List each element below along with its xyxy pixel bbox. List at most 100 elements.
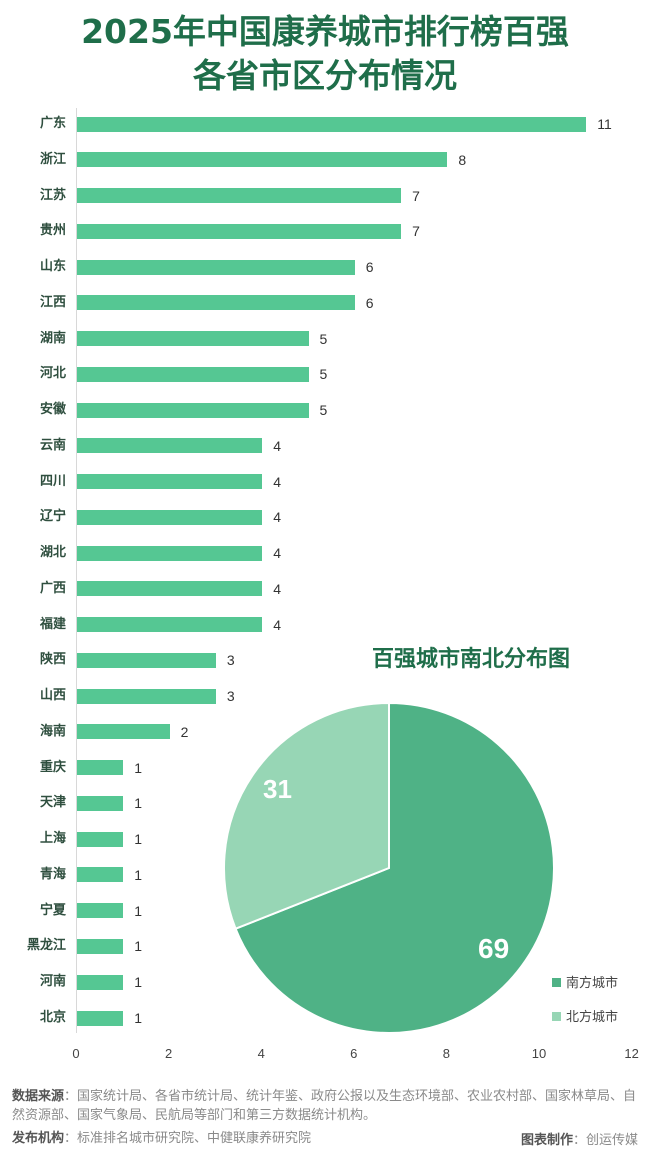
category-label: 贵州 — [39, 223, 66, 239]
bar — [77, 867, 124, 883]
category-label: 河南 — [39, 974, 66, 990]
bar-value-label: 4 — [273, 437, 281, 454]
pie-slice-south — [234, 701, 555, 1034]
legend-swatch-north — [552, 1012, 561, 1021]
bar — [77, 652, 216, 668]
bar — [77, 259, 355, 275]
legend-label-south: 南方城市 — [566, 976, 619, 991]
bar — [77, 152, 448, 168]
credit-label: 图表制作 — [520, 1133, 573, 1148]
x-tick-label: 10 — [531, 1046, 547, 1061]
pie-title: 百强城市南北分布图 — [372, 647, 571, 672]
legend-item-south: 南方城市 — [552, 972, 618, 991]
bar-value-label: 7 — [412, 223, 420, 240]
legend-swatch-south — [552, 978, 561, 987]
bar — [77, 831, 124, 847]
category-label: 云南 — [39, 437, 66, 453]
publisher-text: ：标准排名城市研究院、中健联康养研究院 — [64, 1131, 312, 1146]
category-label: 河北 — [39, 366, 66, 382]
category-label: 湖北 — [39, 545, 66, 561]
data-source-note: 数据来源：国家统计局、各省市统计局、统计年鉴、政府公报以及生态环境部、农业农村部… — [12, 1087, 642, 1125]
x-tick-label: 4 — [257, 1046, 265, 1061]
bar — [77, 331, 309, 347]
x-tick-label: 8 — [442, 1046, 450, 1061]
chart-credit: 图表制作：创运传媒 — [521, 1129, 638, 1148]
category-label: 安徽 — [39, 402, 66, 418]
bar — [77, 974, 124, 990]
bar-value-label: 8 — [458, 151, 467, 168]
publisher-label: 发布机构 — [12, 1131, 65, 1146]
bar-value-label: 4 — [273, 580, 281, 597]
bar-value-label: 1 — [134, 902, 143, 919]
bar — [77, 938, 124, 954]
publisher-note: 发布机构：标准排名城市研究院、中健联康养研究院 — [12, 1129, 311, 1148]
category-label: 重庆 — [39, 759, 66, 775]
bar — [77, 903, 124, 919]
category-label: 宁夏 — [39, 902, 66, 918]
bar — [77, 223, 402, 239]
bar-value-label: 1 — [134, 831, 143, 848]
pie-label-south: 69 — [478, 933, 509, 964]
bar-value-label: 4 — [273, 545, 281, 562]
category-label: 江西 — [39, 294, 66, 310]
category-label: 浙江 — [39, 151, 66, 167]
category-label: 上海 — [39, 831, 66, 847]
credit-text: ：创运传媒 — [572, 1133, 638, 1148]
bar-value-label: 4 — [273, 616, 281, 633]
x-tick-label: 2 — [164, 1046, 173, 1061]
bar — [77, 688, 216, 704]
source-label: 数据来源 — [12, 1089, 65, 1104]
bar-value-label: 1 — [134, 795, 143, 812]
category-label: 青海 — [39, 866, 66, 882]
bar-value-label: 11 — [597, 116, 612, 132]
bar — [77, 581, 263, 597]
bar — [77, 366, 309, 382]
category-label: 黑龙江 — [26, 938, 66, 954]
category-label: 广西 — [39, 580, 66, 596]
bar-value-label: 1 — [134, 1010, 143, 1026]
category-label: 天津 — [39, 795, 66, 811]
bar-value-label: 2 — [180, 723, 189, 740]
bar-value-label: 7 — [412, 187, 420, 204]
bar-value-label: 4 — [273, 473, 281, 490]
bar — [77, 760, 124, 776]
category-label: 陕西 — [39, 652, 66, 668]
bar — [77, 188, 402, 204]
category-label: 福建 — [39, 616, 66, 632]
y-axis-line — [76, 108, 77, 1033]
pie-slice-north — [223, 701, 390, 931]
bar-value-label: 1 — [134, 938, 143, 955]
bar — [77, 509, 263, 525]
chart-title-line2: 各省市区分布情况 — [193, 56, 457, 95]
x-tick-label: 0 — [72, 1046, 80, 1061]
category-label: 山西 — [39, 688, 66, 704]
bar — [77, 1010, 124, 1026]
bar — [77, 295, 355, 311]
bar — [77, 402, 309, 418]
bar-value-label: 5 — [319, 402, 328, 419]
category-label: 辽宁 — [39, 509, 66, 525]
bar — [77, 795, 124, 811]
bar-value-label: 5 — [319, 366, 328, 383]
bar-value-label: 6 — [365, 294, 374, 311]
pie-label-north: 31 — [263, 774, 292, 804]
x-tick-label: 6 — [350, 1046, 358, 1061]
bar — [77, 617, 263, 633]
bar-value-label: 4 — [273, 509, 281, 526]
category-label: 湖南 — [39, 330, 66, 346]
bar-value-label: 1 — [134, 866, 143, 883]
legend-item-north: 北方城市 — [552, 1006, 618, 1025]
bar-value-label: 5 — [319, 330, 328, 347]
bar — [77, 724, 170, 740]
bar-value-label: 1 — [134, 759, 143, 776]
category-label: 四川 — [39, 473, 66, 489]
bar-value-label: 6 — [365, 259, 374, 276]
bar — [77, 545, 263, 561]
chart-title-line1: 2025年中国康养城市排行榜百强 — [81, 12, 569, 51]
category-label: 海南 — [39, 723, 66, 739]
x-tick-label: 12 — [624, 1046, 639, 1061]
category-label: 北京 — [39, 1010, 66, 1025]
category-label: 广东 — [39, 116, 66, 131]
